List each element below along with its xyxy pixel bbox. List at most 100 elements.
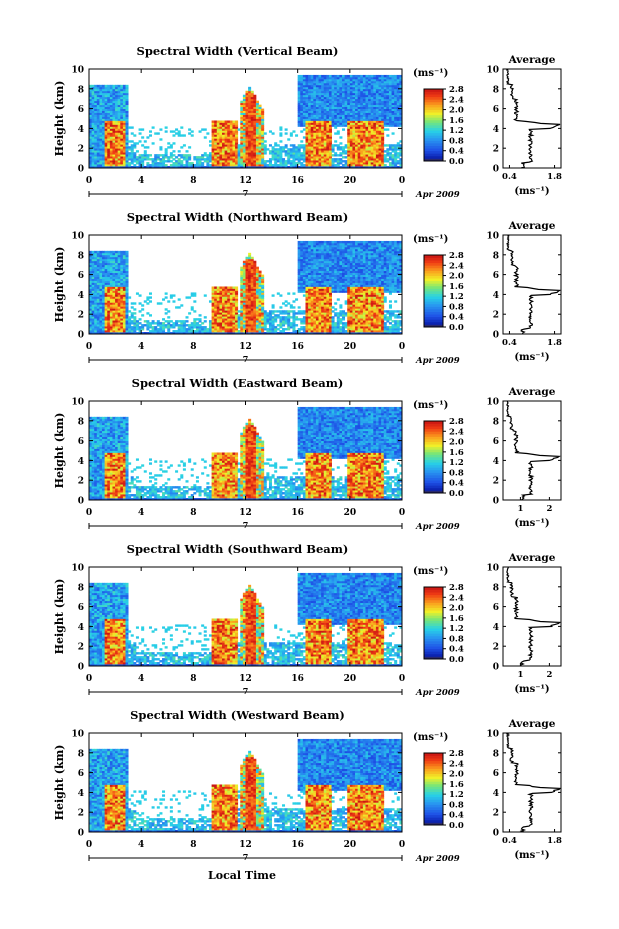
heatmap-cell	[91, 108, 95, 111]
heatmap-cell	[96, 330, 100, 333]
heatmap-cell	[255, 108, 259, 111]
heatmap-cell	[352, 98, 356, 102]
heatmap-cell	[122, 300, 126, 303]
heatmap-cell	[370, 164, 374, 167]
heatmap-cell	[117, 328, 121, 331]
heatmap-cell	[177, 154, 181, 157]
heatmap-cell	[313, 110, 317, 113]
heatmap-cell	[360, 146, 364, 149]
heatmap-cell	[104, 272, 108, 275]
heatmap-cell	[365, 136, 369, 139]
heatmap-cell	[96, 298, 100, 301]
heatmap-cell	[117, 324, 121, 327]
heatmap-cell	[248, 146, 252, 149]
heatmap-cell	[122, 258, 126, 262]
heatmap-cell	[240, 126, 244, 129]
heatmap-cell	[248, 132, 252, 135]
heatmap-cell	[117, 90, 121, 94]
heatmap-cell	[326, 84, 330, 88]
heatmap-cell	[99, 298, 103, 301]
heatmap-cell	[162, 154, 166, 157]
heatmap-cell	[336, 166, 340, 169]
heatmap-cell	[326, 92, 330, 96]
heatmap-cell	[300, 130, 304, 133]
heatmap-cell	[89, 110, 93, 113]
heatmap-cell	[102, 126, 106, 129]
heatmap-cell	[96, 84, 100, 88]
heatmap-cell	[222, 124, 226, 127]
heatmap-cell	[211, 332, 215, 335]
heatmap-cell	[125, 136, 129, 139]
heatmap-cell	[96, 106, 100, 109]
heatmap-cell	[115, 90, 119, 94]
heatmap-cell	[300, 82, 304, 86]
heatmap-cell	[122, 120, 126, 123]
heatmap-cell	[250, 120, 254, 123]
heatmap-cell	[232, 124, 236, 127]
heatmap-cell	[250, 162, 254, 165]
heatmap-cell	[347, 82, 351, 86]
heatmap-cell	[368, 122, 372, 125]
heatmap-cell	[235, 158, 239, 161]
heatmap-cell	[399, 86, 403, 90]
heatmap-cell	[357, 124, 361, 127]
heatmap-cell	[96, 110, 100, 113]
heatmap-cell	[214, 316, 218, 319]
heatmap-cell	[172, 142, 176, 145]
heatmap-cell	[122, 256, 126, 260]
heatmap-cell	[229, 138, 233, 141]
heatmap-cell	[255, 104, 259, 108]
heatmap-cell	[297, 92, 301, 96]
heatmap-cell	[399, 88, 403, 92]
heatmap-cell	[321, 110, 325, 113]
heatmap-cell	[117, 152, 121, 155]
heatmap-cell	[315, 122, 319, 125]
heatmap-cell	[94, 302, 98, 305]
heatmap-cell	[156, 158, 160, 161]
heatmap-cell	[253, 120, 257, 123]
heatmap-cell	[112, 312, 116, 315]
heatmap-cell	[125, 288, 129, 291]
heatmap-cell	[373, 88, 377, 92]
heatmap-cell	[365, 116, 369, 119]
heatmap-cell	[156, 322, 160, 325]
heatmap-cell	[104, 264, 108, 268]
heatmap-cell	[96, 140, 100, 143]
heatmap-cell	[261, 110, 265, 113]
heatmap-cell	[138, 326, 142, 329]
heatmap-cell	[315, 88, 319, 92]
heatmap-cell	[214, 146, 218, 149]
heatmap-cell	[355, 152, 359, 155]
heatmap-cell	[388, 164, 392, 167]
heatmap-cell	[159, 324, 163, 327]
heatmap-cell	[305, 136, 309, 139]
heatmap-cell	[360, 100, 364, 104]
heatmap-cell	[115, 328, 119, 331]
heatmap-cell	[258, 122, 262, 125]
heatmap-cell	[323, 120, 327, 123]
heatmap-cell	[94, 316, 98, 319]
heatmap-cell	[216, 164, 220, 167]
heatmap-cell	[115, 136, 119, 139]
heatmap-cell	[96, 162, 100, 165]
colorbar-tick-label: 0.8	[449, 136, 464, 146]
heatmap-cell	[99, 132, 103, 135]
heatmap-cell	[128, 296, 132, 299]
heatmap-cell	[386, 86, 390, 90]
heatmap-cell	[89, 104, 93, 108]
heatmap-cell	[91, 124, 95, 127]
heatmap-cell	[107, 288, 111, 291]
heatmap-cell	[308, 150, 312, 153]
heatmap-cell	[373, 114, 377, 117]
heatmap-cell	[219, 132, 223, 135]
heatmap-cell	[357, 100, 361, 104]
heatmap-cell	[381, 130, 385, 133]
heatmap-cell	[135, 158, 139, 161]
heatmap-cell	[349, 112, 353, 115]
panel-title: Spectral Width (Vertical Beam)	[137, 44, 339, 58]
heatmap-cell	[216, 124, 220, 127]
heatmap-cell	[308, 114, 312, 117]
heatmap-cell	[336, 112, 340, 115]
heatmap-cell	[396, 100, 400, 104]
heatmap-cell	[214, 130, 218, 133]
